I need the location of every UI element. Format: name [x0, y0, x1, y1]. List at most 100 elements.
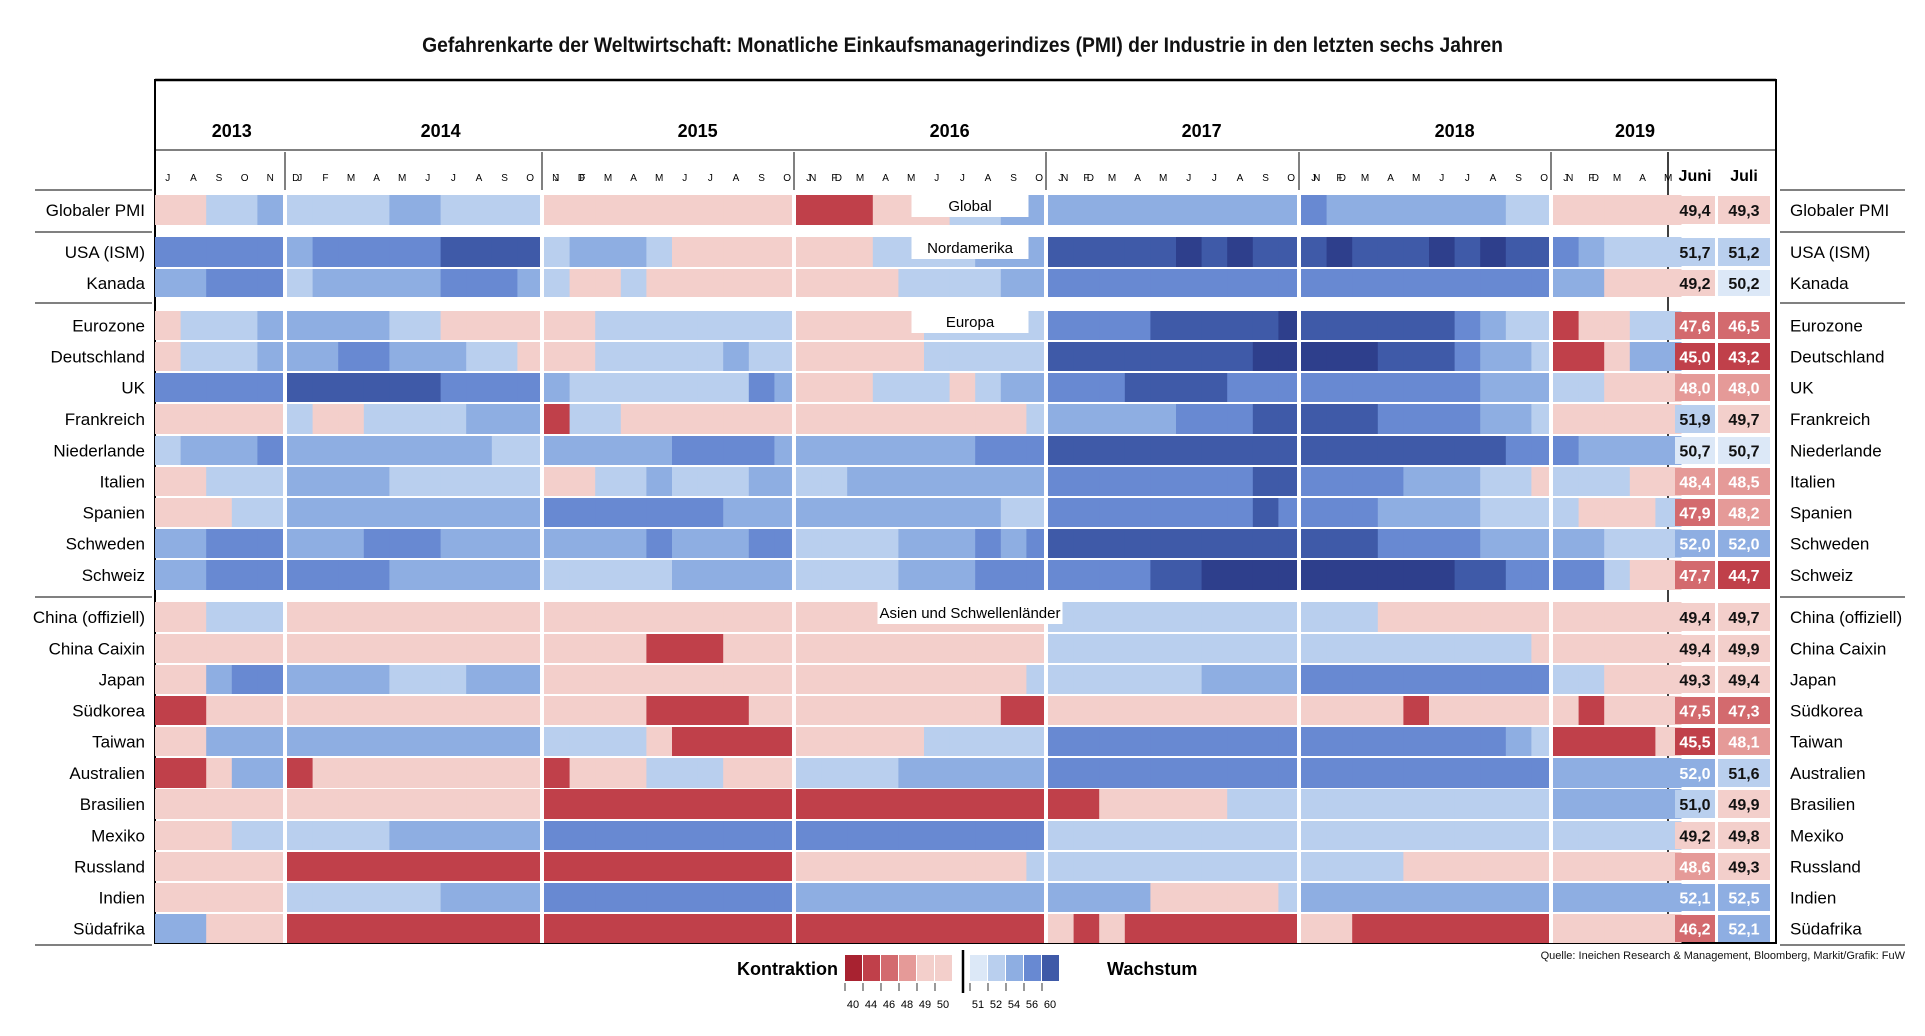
- heatmap-cell: [748, 529, 775, 558]
- heatmap-cell: [1403, 560, 1430, 590]
- heatmap-cell: [466, 758, 493, 788]
- heatmap-cell: [1578, 727, 1605, 756]
- heatmap-cell: [1301, 883, 1328, 912]
- source-note: Quelle: Ineichen Research & Management, …: [1540, 950, 1905, 962]
- recent-cell-juni: [1675, 530, 1715, 557]
- month-label: M: [1108, 173, 1116, 184]
- row-label-right: Russland: [1790, 858, 1861, 877]
- recent-cell-juni: [1675, 603, 1715, 631]
- month-label: J: [708, 173, 713, 184]
- recent-cell-juli: [1718, 915, 1770, 942]
- heatmap-cell: [796, 404, 823, 434]
- heatmap-cell: [1301, 852, 1328, 881]
- heatmap-cell: [949, 529, 976, 558]
- recent-value-juni: 49,2: [1679, 829, 1710, 846]
- heatmap-cell: [924, 696, 951, 725]
- heatmap-cell: [1505, 789, 1532, 819]
- heatmap-cell: [646, 404, 673, 434]
- heatmap-cell: [1124, 467, 1151, 496]
- month-label: O: [1540, 173, 1548, 184]
- heatmap-cell: [338, 342, 365, 371]
- recent-cell-juli: [1718, 728, 1770, 755]
- heatmap-cell: [697, 560, 724, 590]
- recent-cell-juli: [1718, 374, 1770, 401]
- heatmap-cell: [569, 821, 596, 850]
- heatmap-cell: [949, 436, 976, 465]
- heatmap-cell: [1454, 758, 1481, 788]
- heatmap-cell: [415, 758, 442, 788]
- heatmap-cell: [1604, 696, 1631, 725]
- heatmap-cell: [975, 634, 1002, 663]
- heatmap-cell: [440, 498, 467, 527]
- heatmap-cell: [1000, 665, 1027, 694]
- recent-cell-juni: [1675, 915, 1715, 942]
- heatmap-cell: [847, 404, 874, 434]
- heatmap-cell: [1429, 758, 1456, 788]
- heatmap-cell: [180, 634, 207, 663]
- row-label-right: Deutschland: [1790, 348, 1885, 367]
- heatmap-cell: [1429, 560, 1456, 590]
- heatmap-cell: [155, 634, 182, 663]
- heatmap-cell: [1201, 373, 1228, 402]
- heatmap-cell: [466, 195, 493, 225]
- month-label: A: [373, 173, 380, 184]
- heatmap-cell: [1578, 665, 1605, 694]
- heatmap-cell: [1505, 237, 1532, 267]
- heatmap-cell: [312, 914, 339, 943]
- month-label: J: [682, 173, 687, 184]
- heatmap-cell: [1429, 195, 1456, 225]
- heatmap-cell: [466, 602, 493, 632]
- heatmap-cell: [1454, 634, 1481, 663]
- month-label: A: [190, 173, 197, 184]
- heatmap-cell: [1553, 634, 1580, 663]
- heatmap-cell: [821, 436, 848, 465]
- heatmap-cell: [924, 467, 951, 496]
- heatmap-cell: [975, 529, 1002, 558]
- heatmap-cell: [975, 404, 1002, 434]
- heatmap-cell: [1124, 195, 1151, 225]
- heatmap-cell: [697, 269, 724, 297]
- heatmap-cell: [1099, 498, 1126, 527]
- heatmap-cell: [491, 758, 518, 788]
- legend-tick-label: 60: [1044, 999, 1056, 1011]
- legend-swatch: [899, 955, 916, 981]
- heatmap-cell: [748, 758, 775, 788]
- heatmap-cell: [491, 821, 518, 850]
- heatmap-cell: [1454, 602, 1481, 632]
- month-label: O: [241, 173, 249, 184]
- heatmap-cell: [1000, 727, 1027, 756]
- heatmap-cell: [544, 696, 571, 725]
- heatmap-cell: [821, 404, 848, 434]
- heatmap-cell: [363, 560, 390, 590]
- heatmap-cell: [257, 404, 284, 434]
- heatmap-cell: [1048, 883, 1075, 912]
- heatmap-cell: [1553, 789, 1580, 819]
- heatmap-cell: [491, 195, 518, 225]
- heatmap-cell: [155, 696, 182, 725]
- heatmap-cell: [155, 560, 182, 590]
- heatmap-cell: [1377, 914, 1404, 943]
- heatmap-cell: [155, 195, 182, 225]
- heatmap-cell: [517, 727, 544, 756]
- recent-cell-juli: [1718, 822, 1770, 849]
- recent-value-juni: 49,2: [1679, 276, 1710, 293]
- heatmap-cell: [697, 852, 724, 881]
- heatmap-cell: [544, 914, 571, 943]
- heatmap-cell: [389, 237, 416, 267]
- heatmap-cell: [1201, 342, 1228, 371]
- heatmap-cell: [569, 498, 596, 527]
- month-label: M: [856, 173, 864, 184]
- heatmap-cell: [1048, 467, 1075, 496]
- heatmap-cell: [312, 373, 339, 402]
- heatmap-cell: [1073, 883, 1100, 912]
- heatmap-cell: [257, 195, 284, 225]
- heatmap-cell: [257, 696, 284, 725]
- heatmap-cell: [155, 237, 182, 267]
- heatmap-cell: [1629, 560, 1656, 590]
- heatmap-cell: [872, 727, 899, 756]
- heatmap-cell: [1301, 758, 1328, 788]
- heatmap-cell: [1073, 529, 1100, 558]
- row-label-left: Taiwan: [92, 733, 145, 752]
- heatmap-cell: [646, 602, 673, 632]
- heatmap-cell: [569, 195, 596, 225]
